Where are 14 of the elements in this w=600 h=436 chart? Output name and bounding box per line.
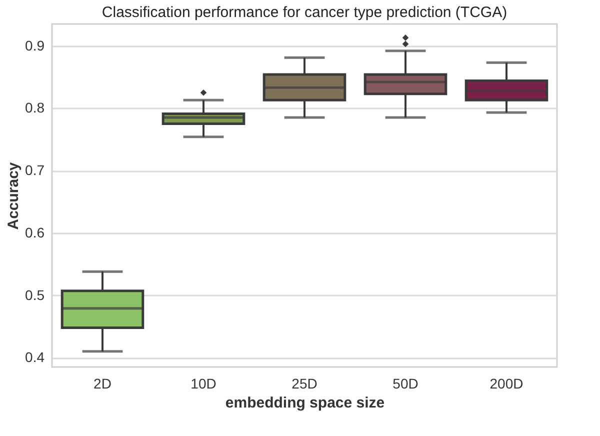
x-axis-title: embedding space size — [225, 394, 385, 412]
x-tick-label: 50D — [392, 376, 418, 392]
x-tick-label: 10D — [190, 376, 216, 392]
x-tick-label: 2D — [94, 376, 112, 392]
x-tick-label: 200D — [490, 376, 524, 392]
y-tick-label: 0.6 — [25, 224, 45, 240]
y-tick-label: 0.4 — [25, 349, 45, 366]
y-tick-label: 0.8 — [25, 100, 45, 116]
x-tick-label: 25D — [292, 376, 318, 392]
chart-title: Classification performance for cancer type prediction (TCGA) — [102, 4, 508, 21]
y-tick-label: 0.9 — [25, 37, 45, 54]
y-tick-label: 0.7 — [25, 162, 45, 178]
y-axis-title: Accuracy — [5, 162, 22, 230]
y-tick-label: 0.5 — [25, 286, 45, 303]
